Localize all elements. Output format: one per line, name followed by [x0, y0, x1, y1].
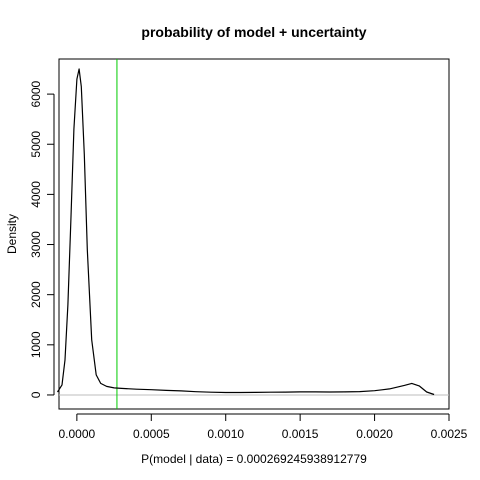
y-tick-label: 2000 — [29, 281, 43, 308]
x-tick-label: 0.0025 — [431, 427, 468, 441]
series-layer — [56, 68, 435, 396]
y-tick-label: 0 — [29, 391, 43, 398]
x-tick-label: 0.0015 — [282, 427, 319, 441]
x-tick-label: 0.0005 — [133, 427, 170, 441]
density-curve-0 — [56, 68, 435, 396]
chart-title: probability of model + uncertainty — [141, 24, 366, 40]
x-tick-label: 0.0010 — [207, 427, 244, 441]
y-tick-label: 3000 — [29, 231, 43, 258]
y-axis: 0 1000 2000 3000 4000 5000 6000 — [29, 80, 55, 398]
x-tick-label: 0.0000 — [59, 427, 96, 441]
y-tick-label: 6000 — [29, 80, 43, 107]
y-tick-label: 4000 — [29, 181, 43, 208]
x-axis-label: P(model | data) = 0.000269245938912779 — [141, 452, 367, 466]
x-tick-label: 0.0020 — [356, 427, 393, 441]
y-tick-label: 5000 — [29, 131, 43, 158]
y-axis-label: Density — [5, 214, 19, 254]
plot-frame — [58, 58, 450, 410]
y-tick-label: 1000 — [29, 331, 43, 358]
x-axis: 0.0000 0.0005 0.0010 0.0015 0.0020 0.0025 — [59, 413, 468, 441]
